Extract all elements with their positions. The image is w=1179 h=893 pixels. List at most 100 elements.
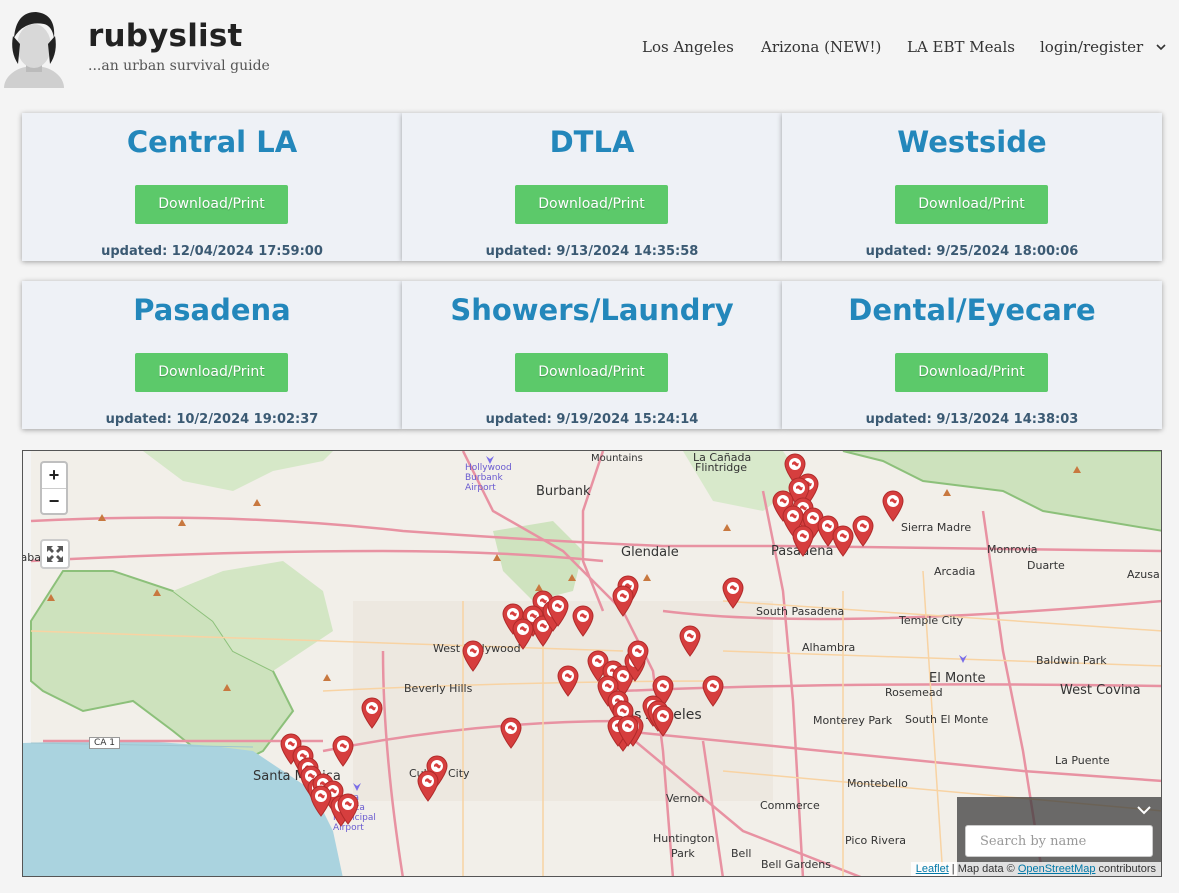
map-label-arcadia: Arcadia: [934, 565, 976, 578]
site-title[interactable]: rubyslist: [88, 18, 243, 54]
map-tiles[interactable]: [23, 451, 1162, 877]
card-central-la: Central LA Download/Print updated: 12/04…: [22, 113, 402, 261]
map-label-west-covina: West Covina: [1060, 683, 1141, 698]
map-marker-icon[interactable]: [679, 625, 701, 657]
updated-timestamp: updated: 9/19/2024 15:24:14: [485, 412, 699, 427]
map-marker-icon[interactable]: [500, 717, 522, 749]
site-tagline: ...an urban survival guide: [88, 58, 270, 74]
map-marker-icon[interactable]: [361, 697, 383, 729]
map-label-la-canada: La Cañada: [693, 451, 752, 464]
map-label-commerce: Commerce: [760, 799, 820, 812]
map-marker-icon[interactable]: [547, 595, 569, 627]
card-westside: Westside Download/Print updated: 9/25/20…: [782, 113, 1162, 261]
map-marker-icon[interactable]: [852, 515, 874, 547]
map-label-pico-rivera: Pico Rivera: [845, 834, 906, 847]
zoom-control: + −: [40, 461, 68, 515]
map-label-sierra-madre: Sierra Madre: [901, 521, 972, 534]
map-label-park: Park: [671, 847, 695, 860]
map-marker-icon[interactable]: [337, 793, 359, 825]
chevron-down-icon[interactable]: [1137, 805, 1151, 815]
site-header: rubyslist ...an urban survival guide Los…: [0, 0, 1179, 92]
map-marker-icon[interactable]: [617, 715, 639, 747]
map-label-montebello: Montebello: [847, 777, 908, 790]
card-dental-eyecare: Dental/Eyecare Download/Print updated: 9…: [782, 281, 1162, 429]
map-marker-icon[interactable]: [832, 525, 854, 557]
map-marker-icon[interactable]: [784, 453, 806, 485]
map-attribution: Leaflet | Map data © OpenStreetMap contr…: [910, 862, 1161, 876]
map-label-vernon: Vernon: [666, 792, 705, 805]
map-marker-icon[interactable]: [792, 525, 814, 557]
card-title: Westside: [897, 125, 1047, 159]
card-pasadena: Pasadena Download/Print updated: 10/2/20…: [22, 281, 402, 429]
card-dtla: DTLA Download/Print updated: 9/13/2024 1…: [402, 113, 782, 261]
map-marker-icon[interactable]: [612, 585, 634, 617]
card-showers-laundry: Showers/Laundry Download/Print updated: …: [402, 281, 782, 429]
map-label-la-puente: La Puente: [1055, 754, 1110, 767]
map-label-flintridge: Flintridge: [695, 461, 748, 474]
updated-timestamp: updated: 9/13/2024 14:35:58: [485, 244, 699, 259]
map-label-azusa: Azusa: [1127, 568, 1160, 581]
search-by-name-input[interactable]: [965, 825, 1153, 857]
map-label-bell-gardens: Bell Gardens: [761, 858, 831, 871]
map-label-ca1: CA 1: [89, 737, 121, 749]
map-label-monterey-park: Monterey Park: [813, 714, 893, 727]
map-label-alhambra: Alhambra: [802, 641, 856, 654]
zoom-in-button[interactable]: +: [48, 465, 60, 485]
map-label-south-pasadena: South Pasadena: [756, 605, 845, 618]
map-label-burbank: Burbank: [536, 484, 591, 499]
map-marker-icon[interactable]: [702, 675, 724, 707]
card-title: Pasadena: [133, 293, 291, 327]
map-marker-icon[interactable]: [572, 605, 594, 637]
updated-timestamp: updated: 10/2/2024 19:02:37: [105, 412, 319, 427]
updated-timestamp: updated: 9/13/2024 14:38:03: [865, 412, 1079, 427]
map-marker-icon[interactable]: [882, 490, 904, 522]
map-marker-icon[interactable]: [557, 665, 579, 697]
download-print-button[interactable]: Download/Print: [515, 353, 668, 392]
leaflet-link[interactable]: Leaflet: [915, 863, 949, 875]
avatar: [4, 8, 64, 88]
attribution-sep: | Map data ©: [948, 863, 1018, 875]
map-marker-icon[interactable]: [332, 735, 354, 767]
map-label-glendale: Glendale: [621, 545, 679, 560]
map-label-huntington: Huntington: [653, 832, 715, 845]
download-print-button[interactable]: Download/Print: [895, 353, 1048, 392]
card-title: Showers/Laundry: [450, 293, 734, 327]
map-label-baldwin-park: Baldwin Park: [1036, 654, 1107, 667]
map[interactable]: Burbank Glendale Pasadena La Cañada Flin…: [22, 450, 1162, 877]
card-title: Central LA: [126, 125, 298, 159]
card-title: DTLA: [549, 125, 635, 159]
map-label-hollywood-burbank-airport: Hollywood Burbank Airport: [465, 463, 512, 493]
map-label-rosemead: Rosemead: [885, 686, 943, 699]
map-marker-icon[interactable]: [652, 705, 674, 737]
nav-login-register[interactable]: login/register: [1040, 38, 1144, 56]
updated-timestamp: updated: 9/25/2024 18:00:06: [865, 244, 1079, 259]
download-print-button[interactable]: Download/Print: [135, 353, 288, 392]
map-marker-icon[interactable]: [512, 618, 534, 650]
chevron-down-icon[interactable]: [1156, 42, 1166, 52]
nav-arizona[interactable]: Arizona (NEW!): [761, 38, 882, 56]
map-label-south-el-monte: South El Monte: [905, 713, 989, 726]
updated-timestamp: updated: 12/04/2024 17:59:00: [101, 244, 323, 259]
nav-los-angeles[interactable]: Los Angeles: [642, 38, 734, 56]
map-marker-icon[interactable]: [722, 577, 744, 609]
map-label-temple-city: Temple City: [899, 614, 964, 627]
openstreetmap-link[interactable]: OpenStreetMap: [1017, 863, 1096, 875]
map-marker-icon[interactable]: [417, 770, 439, 802]
attribution-suffix: contributors: [1095, 863, 1156, 875]
map-label-beverly-hills: Beverly Hills: [404, 682, 473, 695]
download-print-button[interactable]: Download/Print: [895, 185, 1048, 224]
map-label-el-monte: El Monte: [929, 671, 986, 686]
nav-la-ebt-meals[interactable]: LA EBT Meals: [907, 38, 1015, 56]
download-print-button[interactable]: Download/Print: [135, 185, 288, 224]
map-label-monrovia: Monrovia: [987, 543, 1038, 556]
map-label-duarte: Duarte: [1027, 559, 1065, 572]
fullscreen-icon[interactable]: [40, 539, 70, 569]
map-marker-icon[interactable]: [310, 785, 332, 817]
map-label-bell: Bell: [731, 847, 752, 860]
download-print-button[interactable]: Download/Print: [515, 185, 668, 224]
map-label-mountains: Mountains: [591, 453, 643, 464]
card-title: Dental/Eyecare: [848, 293, 1096, 327]
map-marker-icon[interactable]: [462, 640, 484, 672]
map-marker-icon[interactable]: [627, 640, 649, 672]
zoom-out-button[interactable]: −: [42, 488, 66, 513]
